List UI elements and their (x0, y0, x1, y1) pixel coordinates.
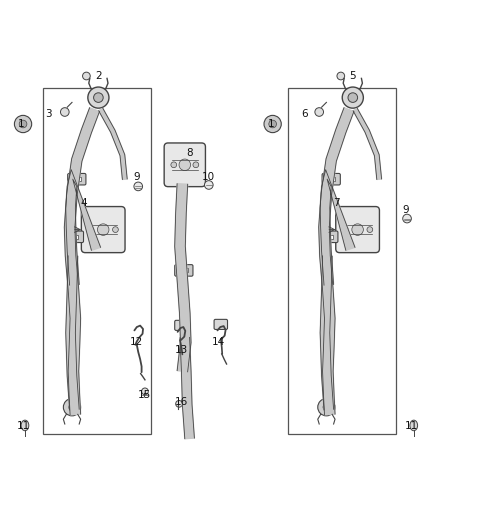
Bar (288, 88, 396, 434)
Polygon shape (99, 109, 127, 179)
Circle shape (60, 108, 69, 116)
Circle shape (94, 93, 103, 102)
Circle shape (112, 227, 118, 232)
Polygon shape (353, 109, 382, 179)
FancyBboxPatch shape (336, 206, 379, 252)
FancyBboxPatch shape (164, 143, 205, 187)
Circle shape (88, 227, 94, 232)
Circle shape (352, 224, 363, 236)
Circle shape (343, 227, 348, 232)
Text: 15: 15 (137, 390, 151, 400)
Circle shape (342, 87, 363, 108)
Text: 1: 1 (268, 119, 275, 129)
Text: 1: 1 (18, 119, 25, 129)
Polygon shape (320, 169, 355, 285)
Circle shape (69, 404, 75, 411)
Polygon shape (319, 108, 354, 415)
Text: 2: 2 (95, 71, 102, 81)
Ellipse shape (410, 420, 418, 431)
Circle shape (179, 159, 191, 170)
Text: 9: 9 (133, 172, 140, 182)
Circle shape (204, 181, 213, 189)
Bar (43, 88, 151, 434)
Circle shape (171, 162, 177, 168)
Circle shape (323, 404, 330, 411)
Polygon shape (64, 108, 99, 415)
Text: 4: 4 (81, 198, 87, 208)
Text: 10: 10 (202, 172, 216, 182)
FancyBboxPatch shape (81, 206, 125, 252)
Circle shape (97, 224, 109, 236)
Text: 5: 5 (349, 71, 356, 81)
Bar (327, 177, 335, 181)
FancyBboxPatch shape (320, 231, 338, 243)
Circle shape (63, 398, 81, 416)
Text: 13: 13 (175, 345, 188, 355)
Text: 6: 6 (301, 110, 308, 119)
Circle shape (367, 227, 372, 232)
Circle shape (176, 400, 182, 407)
Circle shape (142, 388, 148, 395)
Circle shape (269, 120, 276, 128)
Circle shape (134, 182, 143, 190)
Polygon shape (66, 256, 79, 410)
Bar (71, 235, 78, 239)
Circle shape (193, 162, 199, 168)
Text: 9: 9 (402, 205, 409, 216)
Text: 14: 14 (212, 337, 225, 348)
Polygon shape (180, 337, 194, 439)
Circle shape (264, 115, 281, 133)
Text: 3: 3 (45, 110, 51, 119)
Bar (180, 268, 188, 272)
Text: 8: 8 (186, 148, 193, 158)
Circle shape (318, 398, 335, 416)
Circle shape (403, 214, 411, 223)
Circle shape (315, 108, 324, 116)
Circle shape (88, 87, 109, 108)
Polygon shape (320, 256, 334, 410)
Text: 11: 11 (16, 421, 30, 432)
FancyBboxPatch shape (175, 265, 193, 276)
Bar (73, 177, 81, 181)
FancyBboxPatch shape (214, 319, 228, 329)
Ellipse shape (21, 420, 29, 431)
Text: 7: 7 (333, 198, 339, 208)
Polygon shape (66, 169, 101, 285)
Text: 11: 11 (405, 421, 419, 432)
Text: 12: 12 (130, 337, 144, 348)
Text: 16: 16 (175, 397, 188, 408)
Circle shape (348, 93, 358, 102)
Bar (325, 235, 333, 239)
FancyBboxPatch shape (68, 174, 86, 185)
Circle shape (14, 115, 32, 133)
Polygon shape (175, 184, 191, 372)
Circle shape (337, 72, 345, 80)
FancyBboxPatch shape (65, 231, 84, 243)
Circle shape (19, 120, 27, 128)
FancyBboxPatch shape (175, 321, 188, 330)
FancyBboxPatch shape (322, 174, 340, 185)
Circle shape (184, 401, 189, 406)
Circle shape (83, 72, 90, 80)
